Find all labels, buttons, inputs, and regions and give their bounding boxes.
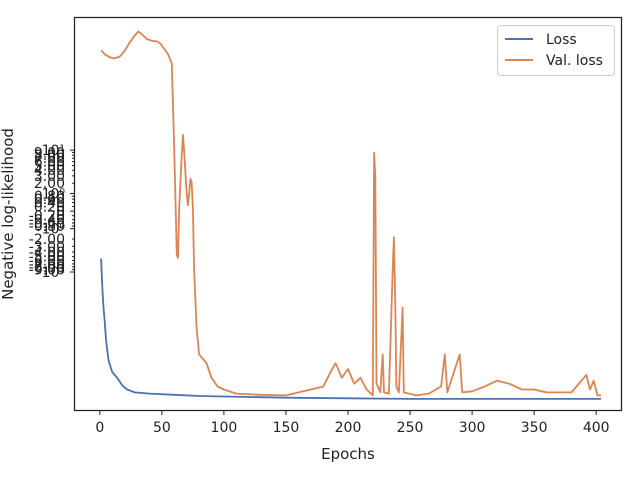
y-minor-tick-label: 5.00 <box>34 159 65 175</box>
y-minor-tick-label: 9.00 <box>34 146 65 162</box>
y-minor-tick-label: -0.80 <box>29 219 65 235</box>
y-minor-tick-label: -9.00 <box>29 263 65 279</box>
x-tick-label: 200 <box>335 420 362 436</box>
x-tick-label: 350 <box>521 420 548 436</box>
y-minor-tick-label: -7.00 <box>29 257 65 273</box>
y-tick-label: -10¹ <box>37 265 65 281</box>
y-minor-tick-label: -3.00 <box>29 239 65 255</box>
x-tick-label: 400 <box>583 420 610 436</box>
y-minor-tick-label: 4.00 <box>34 163 65 179</box>
series-line-val-loss <box>100 30 602 397</box>
y-minor-tick-label: 0.40 <box>34 196 65 212</box>
plot-area-frame <box>73 16 623 412</box>
y-minor-tick-label: -0.20 <box>29 209 65 225</box>
x-tick-label: 0 <box>95 420 104 436</box>
y-minor-tick-label: 2.00 <box>34 176 65 192</box>
y-minor-tick-label: -2.00 <box>29 232 65 248</box>
y-minor-tick-label: 6.00 <box>34 155 65 171</box>
y-minor-tick-label: 0.20 <box>34 199 65 215</box>
x-tick-label: 50 <box>153 420 171 436</box>
y-tick-label: 10⁰ <box>42 186 66 202</box>
series-layer <box>100 30 602 400</box>
x-axis-ticks: 0 50 100 150 200 250 300 350 400 <box>95 410 610 436</box>
x-tick-label: 300 <box>459 420 486 436</box>
x-axis-title: Epochs <box>321 445 375 463</box>
y-minor-tick-label: 0.80 <box>34 189 65 205</box>
y-tick-label: 0 <box>56 204 65 220</box>
legend: Loss Val. loss <box>497 25 615 76</box>
x-tick-label: 100 <box>211 420 238 436</box>
y-minor-tick-label: -0.60 <box>29 216 65 232</box>
y-minor-tick-label: -0.40 <box>29 213 65 229</box>
legend-label-val-loss: Val. loss <box>546 53 603 69</box>
y-minor-tick-label: -4.00 <box>29 245 65 261</box>
y-minor-tick-label: 7.00 <box>34 151 65 167</box>
x-tick-label: 250 <box>397 420 424 436</box>
y-minor-tick-label: 8.00 <box>34 148 65 164</box>
series-line-loss <box>100 258 602 400</box>
y-minor-tick-label: -8.00 <box>29 260 65 276</box>
y-tick-label: 10¹ <box>42 143 65 159</box>
y-tick-label: -10⁰ <box>37 222 66 238</box>
legend-label-loss: Loss <box>546 32 577 48</box>
y-minor-tick-label: -5.00 <box>29 250 65 266</box>
y-axis-title: Negative log-likelihood <box>0 128 17 300</box>
y-minor-tick-label: 0.60 <box>34 192 65 208</box>
y-axis-ticks: -10¹ -10⁰ 0 10⁰ 10¹ -0.80-0.60-0.40-0.200.200… <box>29 143 75 281</box>
y-minor-tick-label: -6.00 <box>29 254 65 270</box>
y-minor-tick-label: 3.00 <box>34 169 65 185</box>
x-tick-label: 150 <box>273 420 300 436</box>
